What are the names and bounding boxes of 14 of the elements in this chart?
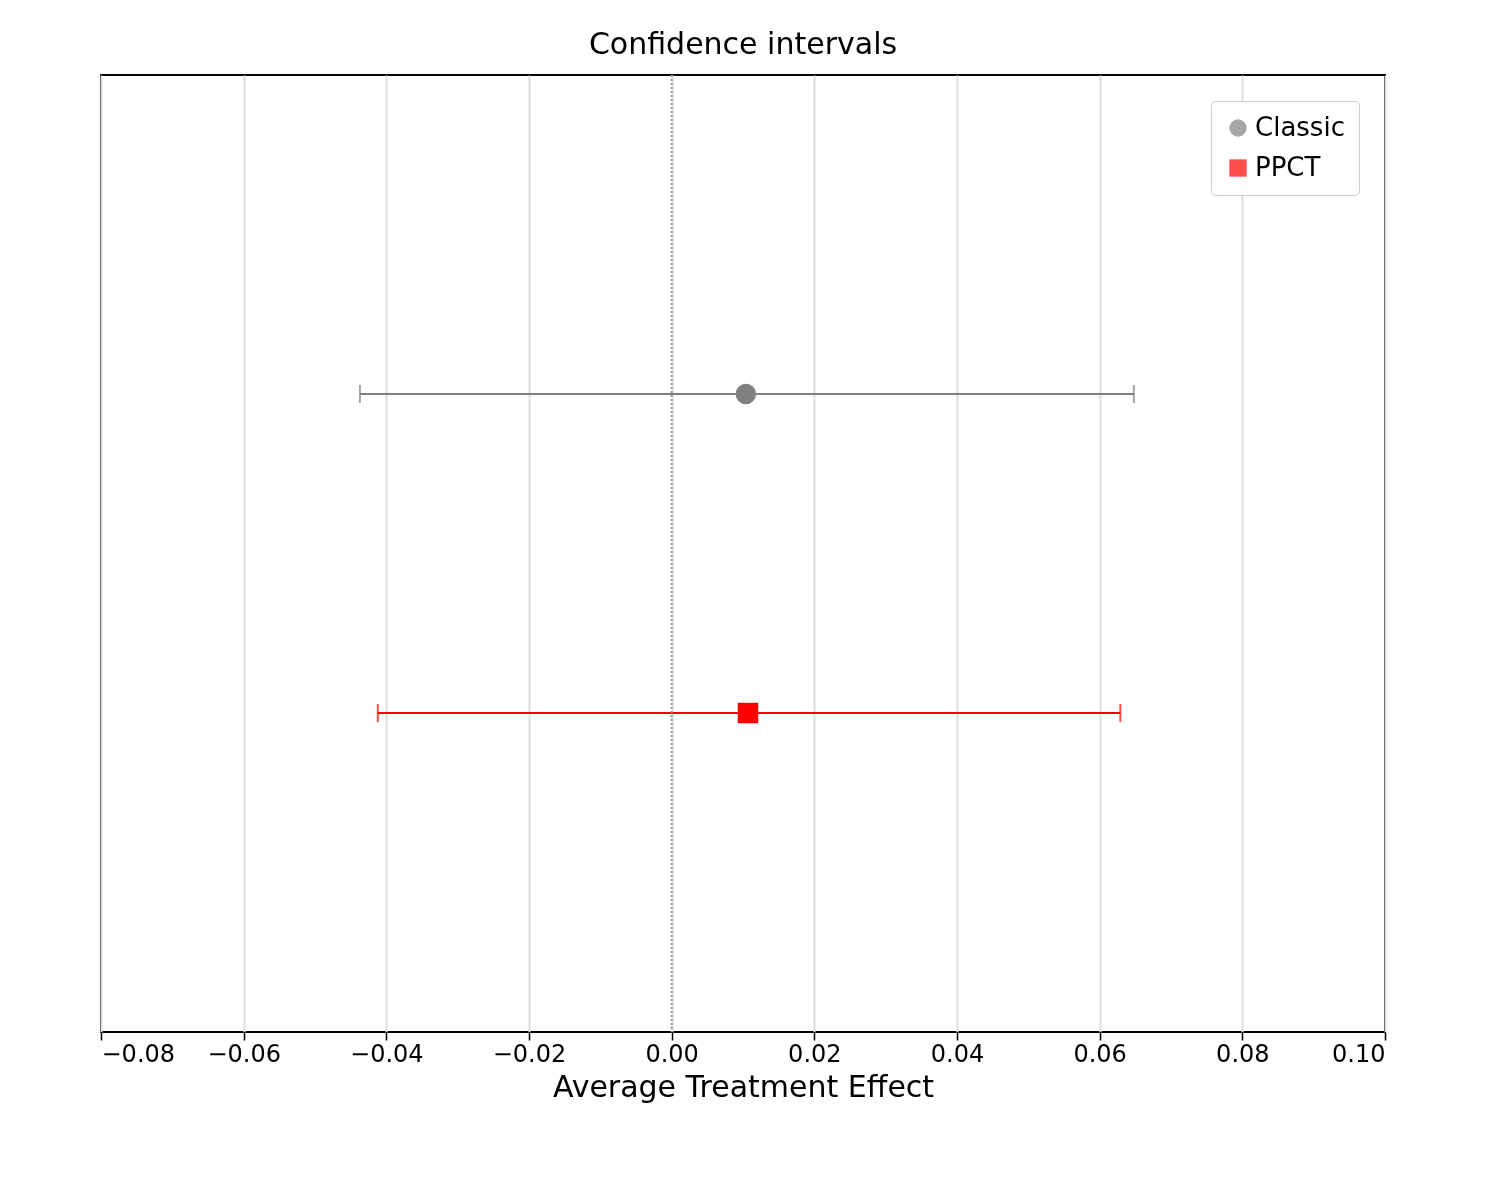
x-tick-label: 0.08 bbox=[1216, 1039, 1270, 1068]
x-tick-label: 0.10 bbox=[1332, 1039, 1386, 1068]
x-tick-label: −0.08 bbox=[101, 1039, 176, 1068]
x-tick-label: 0.04 bbox=[930, 1039, 985, 1068]
x-tick-label: 0.06 bbox=[1073, 1039, 1127, 1068]
legend-label: Classic bbox=[1255, 112, 1345, 142]
chart-title: Confidence intervals bbox=[588, 26, 898, 61]
text: 0.00 bbox=[645, 1039, 699, 1068]
x-tick-label: 0.02 bbox=[788, 1039, 842, 1068]
x-tick-label: −0.02 bbox=[492, 1039, 567, 1068]
legend-label: PPCT bbox=[1255, 152, 1321, 182]
x-tick-label: −0.06 bbox=[207, 1039, 281, 1068]
x-tick-label: −0.04 bbox=[350, 1039, 424, 1068]
x-axis-title: Average Treatment Effect bbox=[552, 1068, 935, 1104]
